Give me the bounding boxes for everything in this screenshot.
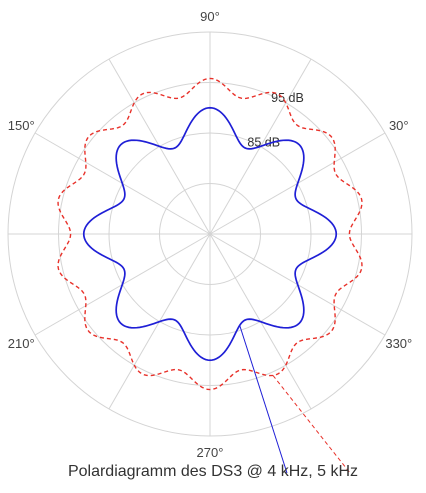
chart-title: Polardiagramm des DS3 @ 4 kHz, 5 kHz [68, 463, 358, 480]
angle-label-270: 270° [197, 445, 224, 460]
series-curves [57, 77, 363, 391]
angle-label-150: 150° [8, 118, 35, 133]
leader-line-1 [239, 325, 288, 474]
angle-label-30: 30° [389, 118, 409, 133]
angle-label-330: 330° [385, 336, 412, 351]
angle-labels: 90° 30° 150° 210° 270° 330° [8, 9, 412, 460]
ring-label-85: 85 dB [247, 135, 280, 149]
series-curve-1 [82, 106, 338, 362]
angle-label-90: 90° [200, 9, 220, 24]
series-leader-lines [239, 325, 351, 474]
polar-grid [7, 31, 413, 437]
series-curve-2 [57, 77, 363, 391]
angle-label-210: 210° [8, 336, 35, 351]
